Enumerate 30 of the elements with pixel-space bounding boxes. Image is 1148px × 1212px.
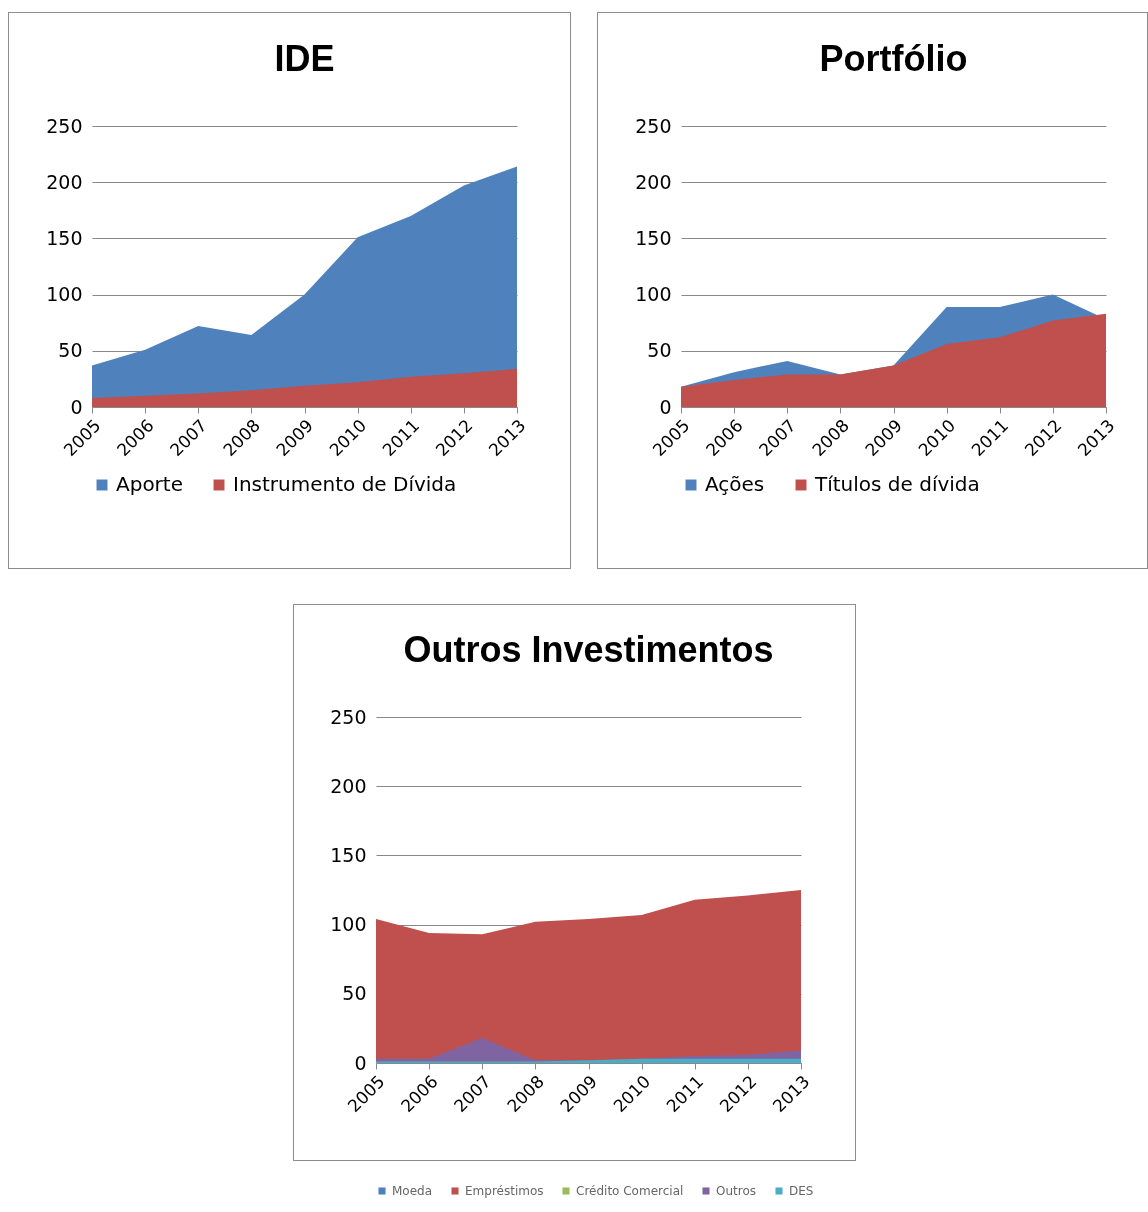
legend-label: Títulos de dívida: [814, 472, 980, 496]
y-tick-label: 0: [70, 395, 83, 418]
y-tick-label: 250: [635, 114, 672, 137]
y-tick-label: 250: [46, 114, 83, 137]
legend-label: Instrumento de Dívida: [233, 472, 457, 496]
y-tick-label: 250: [330, 705, 367, 728]
legend-label: DES: [789, 1184, 814, 1198]
y-tick-label: 200: [635, 170, 672, 193]
legend-label: Aporte: [116, 472, 183, 496]
y-tick-label: 50: [342, 982, 367, 1005]
y-tick-label: 0: [659, 395, 672, 418]
y-tick-label: 150: [635, 226, 672, 249]
chart-title: Outros Investimentos: [403, 629, 774, 670]
y-tick-label: 200: [46, 170, 83, 193]
y-tick-label: 100: [330, 913, 367, 936]
legend-label: Outros: [716, 1184, 757, 1198]
y-tick-label: 0: [354, 1051, 367, 1074]
legend-label: Ações: [705, 472, 765, 496]
legend-label: Empréstimos: [465, 1184, 544, 1198]
y-tick-label: 50: [58, 339, 83, 362]
chart-title: Portfólio: [819, 38, 968, 79]
y-tick-label: 100: [46, 283, 83, 306]
y-tick-label: 200: [330, 774, 367, 797]
legend-label: Crédito Comercial: [576, 1184, 684, 1198]
y-tick-label: 100: [635, 283, 672, 306]
y-tick-label: 150: [46, 226, 83, 249]
y-tick-label: 50: [647, 339, 672, 362]
chart-title: IDE: [274, 38, 335, 79]
legend-label: Moeda: [392, 1184, 433, 1198]
y-tick-label: 150: [330, 843, 367, 866]
